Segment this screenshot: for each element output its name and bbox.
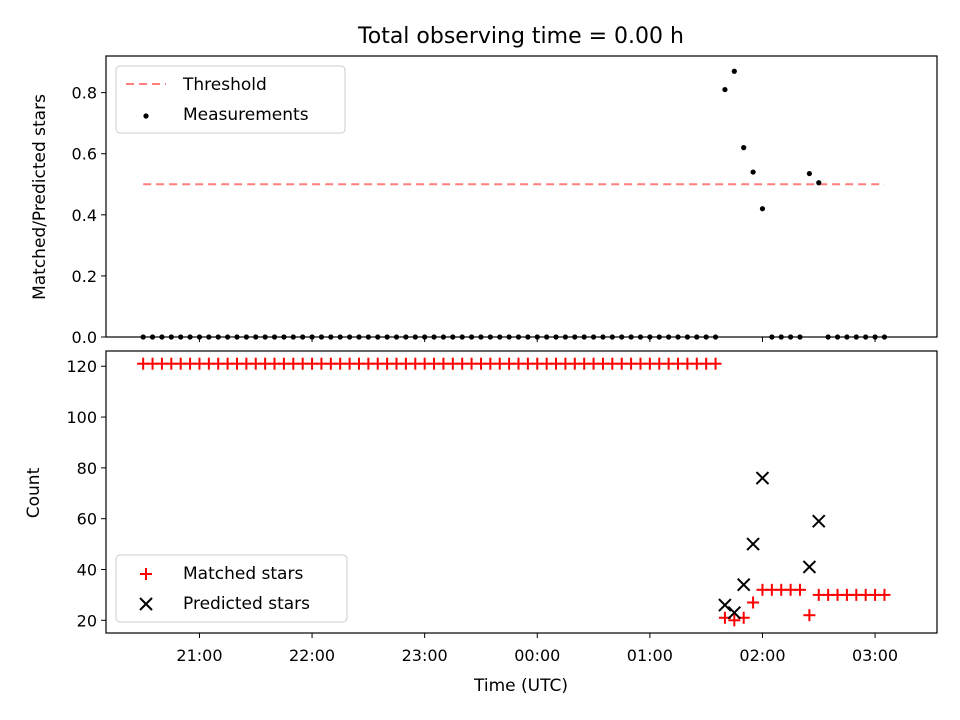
top-axes-frame	[105, 55, 938, 338]
top-panel: Total observing time = 0.00 h Matched/Pr…	[30, 24, 938, 347]
top-y-tick-label: 0.4	[72, 206, 97, 225]
bottom-plot-marks	[137, 357, 891, 627]
legend-predicted-label: Predicted stars	[183, 594, 310, 614]
bottom-y-axis-label: Count	[24, 467, 44, 518]
measurement-point	[722, 86, 728, 93]
top-y-tick-label: 0.8	[72, 84, 97, 103]
legend-measurements-label: Measurements	[183, 105, 309, 125]
matched-star-point	[794, 583, 807, 596]
bottom-x-tick-label: 01:00	[627, 646, 673, 665]
bottom-y-tick-label: 80	[77, 459, 97, 478]
bottom-x-tick-label: 22:00	[289, 646, 335, 665]
matched-star-point	[728, 614, 741, 627]
bottom-x-ticks: 21:00 22:00 23:00 00:00 01:00 02:00 03:00	[176, 633, 898, 665]
bottom-x-tick-label: 21:00	[176, 646, 222, 665]
predicted-star-point	[755, 471, 770, 485]
matched-star-point	[747, 596, 760, 609]
measurement-point	[731, 68, 737, 74]
measurement-point	[816, 180, 822, 186]
bottom-y-tick-label: 60	[77, 510, 97, 529]
bottom-y-tick-label: 100	[66, 408, 97, 427]
legend-measurements-swatch	[143, 113, 149, 119]
predicted-star-point	[746, 537, 760, 551]
bottom-y-ticks: 20 40 60 80 100 120	[66, 357, 106, 630]
legend-threshold-label: Threshold	[182, 75, 267, 95]
top-y-tick-label: 0.6	[72, 145, 97, 164]
bottom-x-tick-label: 03:00	[852, 646, 898, 665]
bottom-legend-box	[115, 554, 348, 623]
bottom-x-tick-label: 02:00	[739, 646, 785, 665]
top-y-axis-label: Matched/Predicted stars	[30, 94, 50, 300]
top-y-tick-label: 0.2	[72, 267, 97, 286]
bottom-x-tick-label: 00:00	[514, 646, 560, 665]
chart-title: Total observing time = 0.00 h	[357, 24, 684, 49]
matched-star-point	[803, 609, 816, 622]
predicted-star-point	[802, 560, 817, 574]
matched-star-point	[878, 588, 891, 601]
measurement-point	[741, 145, 747, 151]
top-y-tick-label: 0.0	[72, 328, 97, 347]
predicted-star-point	[727, 605, 742, 620]
predicted-star-point	[812, 514, 826, 528]
bottom-panel: Count Time (UTC) 20 40 60 80 100 120 21:00 22:…	[24, 350, 938, 696]
bottom-y-tick-label: 40	[77, 560, 97, 579]
bottom-x-tick-label: 23:00	[402, 646, 448, 665]
measurement-point	[750, 169, 756, 175]
top-legend: Threshold Measurements	[115, 65, 346, 134]
measurement-point	[759, 206, 766, 212]
predicted-star-point	[718, 598, 732, 612]
bottom-axes-frame	[105, 350, 938, 634]
bottom-y-tick-label: 120	[66, 357, 97, 376]
legend-predicted-swatch	[139, 597, 153, 611]
bottom-legend: Matched stars Predicted stars	[115, 554, 348, 623]
matched-star-point	[709, 357, 722, 370]
top-legend-box	[115, 65, 346, 134]
top-y-ticks: 0.0 0.2 0.4 0.6 0.8	[72, 84, 106, 347]
predicted-star-point	[736, 578, 751, 592]
x-axis-label: Time (UTC)	[473, 676, 568, 696]
bottom-y-tick-label: 20	[77, 611, 97, 630]
legend-matched-label: Matched stars	[183, 564, 303, 584]
measurement-point	[806, 170, 812, 177]
legend-matched-swatch	[140, 568, 152, 580]
